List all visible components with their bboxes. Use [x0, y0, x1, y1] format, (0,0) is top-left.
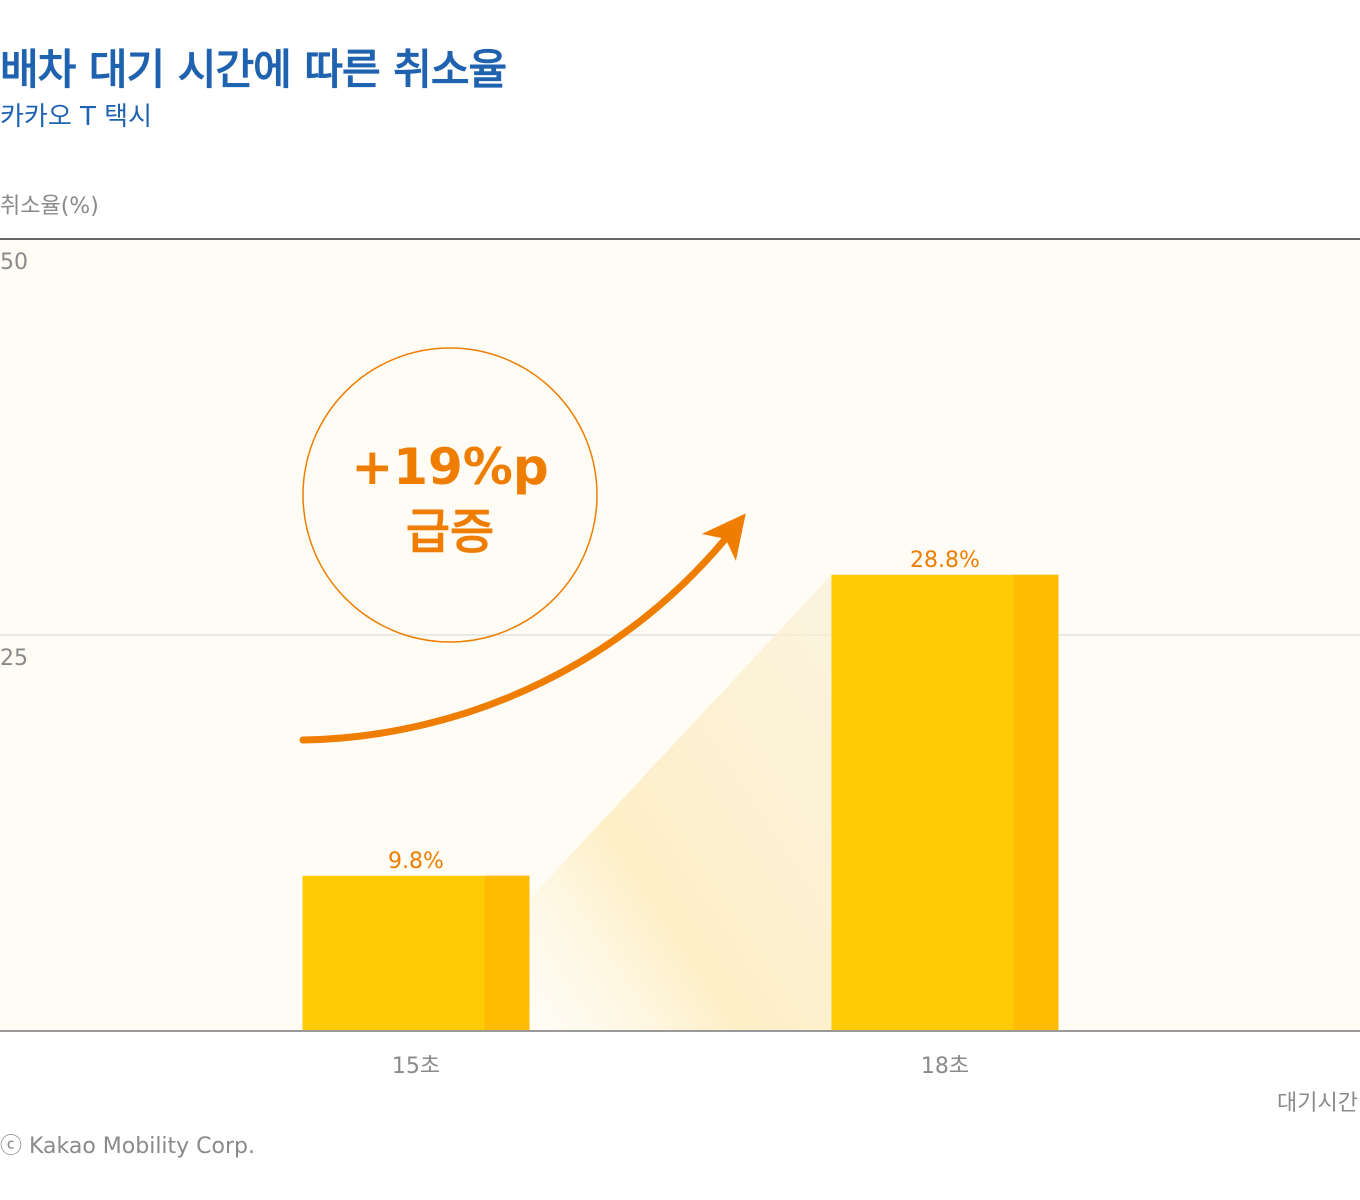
- increase-arrow: [299, 513, 746, 744]
- chart-subtitle: 카카오 T 택시: [0, 102, 153, 132]
- x-axis-label: 대기시간: [1277, 1091, 1358, 1116]
- growth-highlight: [529, 574, 832, 1031]
- data-label: 28.8%: [910, 548, 980, 573]
- annotation-value: +19%p: [351, 438, 548, 496]
- y-tick-label: 25: [0, 646, 28, 671]
- x-tick-label: 15초: [392, 1054, 440, 1079]
- annotation-circle: [302, 347, 598, 643]
- bars: [302, 574, 1059, 1031]
- data-label: 9.8%: [388, 849, 444, 874]
- chart-title: 배차 대기 시간에 따른 취소율: [0, 45, 507, 94]
- bar-side-shade: [484, 875, 530, 1031]
- bar-side-shade: [1013, 574, 1059, 1031]
- y-tick-label: 50: [0, 250, 28, 275]
- annotation-caption: 급증: [406, 504, 494, 560]
- x-tick-labels: 15초 18초: [392, 1054, 969, 1079]
- copyright-source: ⓒ Kakao Mobility Corp.: [0, 1134, 256, 1159]
- grid-lines: [0, 238, 1360, 636]
- y-tick-labels: 50 25: [0, 250, 28, 671]
- data-labels: 9.8% 28.8%: [388, 548, 980, 874]
- y-axis-label: 취소율(%): [0, 194, 99, 219]
- x-tick-label: 18초: [921, 1054, 969, 1079]
